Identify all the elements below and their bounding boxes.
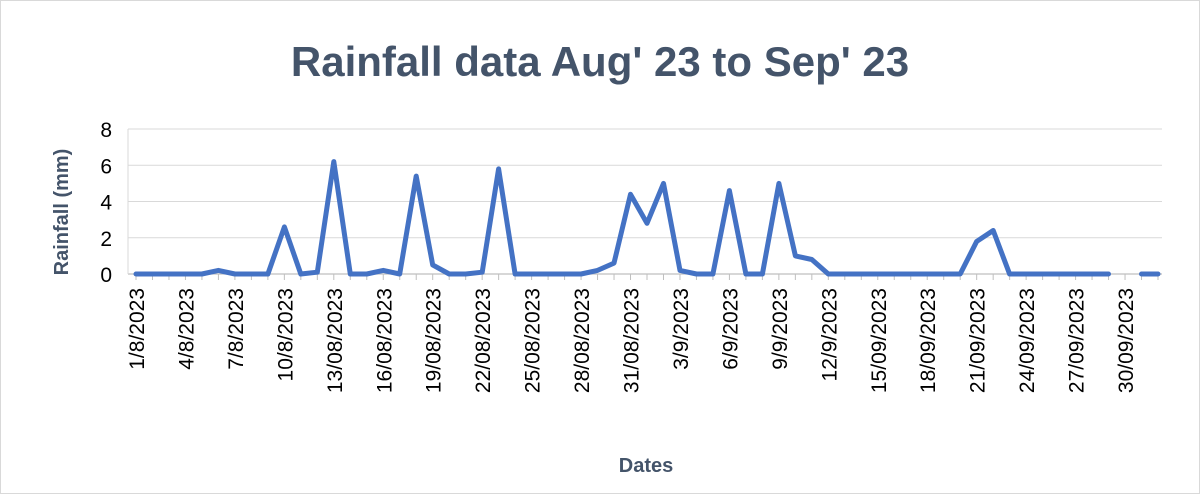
x-tick-label: 1/8/2023 [126,288,149,370]
y-tick-label: 4 [100,192,112,215]
x-tick-label: 7/8/2023 [225,288,248,370]
x-tick-label: 9/9/2023 [769,288,792,370]
x-tick-label: 15/09/2023 [868,288,891,393]
x-tick-label: 30/09/2023 [1115,288,1138,393]
x-tick-label: 3/9/2023 [670,288,693,370]
x-tick-label: 31/08/2023 [621,288,644,393]
x-tick-label: 24/09/2023 [1016,288,1039,393]
y-tick-label: 6 [100,155,112,178]
y-axis-ticks: 0 2 4 6 8 [100,119,112,287]
x-tick-label: 6/9/2023 [719,288,742,370]
x-tick-label: 21/09/2023 [967,288,990,393]
x-tick-label: 27/09/2023 [1066,288,1089,393]
y-tick-label: 2 [100,228,112,251]
x-tick-label: 16/08/2023 [373,288,396,393]
rainfall-series-line [133,159,1111,277]
series-layer [133,159,1161,277]
x-tick-label: 13/08/2023 [324,288,347,393]
x-tick-label: 18/09/2023 [917,288,940,393]
chart-title: Rainfall data Aug' 23 to Sep' 23 [291,38,909,85]
x-tick-label: 10/8/2023 [274,288,297,381]
x-tick-label: 22/08/2023 [472,288,495,393]
x-tick-label: 19/08/2023 [423,288,446,393]
y-tick-label: 8 [100,119,112,142]
x-axis-title: Dates [619,455,673,477]
x-axis-ticks: 1/8/2023 4/8/2023 7/8/2023 10/8/2023 13/08/2… [126,288,1138,393]
y-axis-title: Rainfall (mm) [51,149,73,276]
x-tick-label: 25/08/2023 [522,288,545,393]
x-axis [127,129,1162,280]
gridlines [128,128,1162,239]
y-tick-label: 0 [100,264,112,287]
x-tick-label: 12/9/2023 [818,288,841,381]
x-tick-label: 28/08/2023 [571,288,594,393]
x-tick-label: 4/8/2023 [175,288,198,370]
